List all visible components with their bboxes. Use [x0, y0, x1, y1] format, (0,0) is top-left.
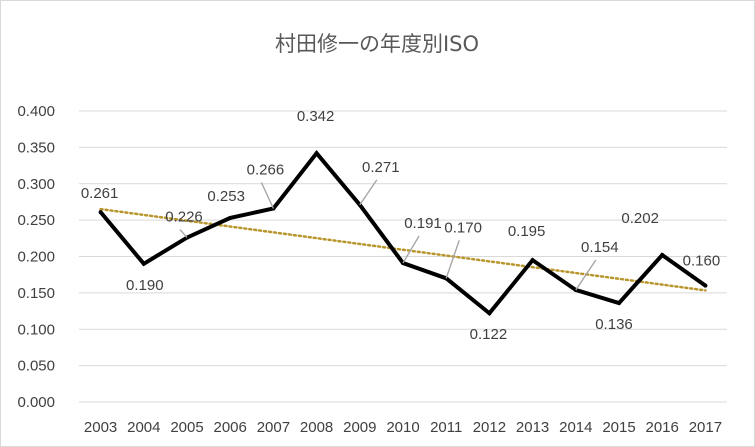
data-label: 0.190 [126, 277, 164, 294]
x-tick-label: 2011 [430, 419, 462, 436]
x-tick-label: 2016 [646, 419, 679, 436]
x-tick-label: 2004 [127, 419, 160, 436]
y-tick-label: 0.050 [17, 358, 55, 375]
data-label: 0.271 [362, 159, 400, 176]
data-label: 0.170 [444, 219, 482, 236]
chart-title: 村田修一の年度別ISO [275, 32, 479, 56]
y-tick-label: 0.200 [17, 249, 55, 266]
x-tick-label: 2017 [689, 419, 722, 436]
data-label-leader [179, 229, 188, 239]
data-point [617, 301, 621, 306]
data-label: 0.195 [508, 223, 546, 240]
data-label: 0.160 [683, 253, 721, 270]
y-tick-label: 0.150 [17, 285, 55, 302]
y-tick-label: 0.250 [17, 212, 55, 229]
data-label: 0.266 [247, 161, 285, 178]
data-label: 0.342 [297, 108, 335, 125]
y-tick-label: 0.100 [17, 321, 55, 338]
data-label-leader [260, 182, 275, 209]
x-tick-label: 2006 [214, 419, 247, 436]
x-tick-label: 2009 [343, 419, 376, 436]
data-label: 0.154 [581, 239, 619, 256]
y-tick-label: 0.400 [17, 103, 55, 120]
trendline-layer [99, 207, 707, 292]
x-tick-label: 2003 [84, 419, 117, 436]
data-label-leader [359, 179, 378, 206]
data-label: 0.191 [404, 215, 442, 232]
data-label-leader [402, 235, 420, 264]
data-label: 0.122 [470, 326, 508, 343]
data-point [487, 311, 492, 316]
x-tick-label: 2012 [473, 419, 506, 436]
y-tick-label: 0.000 [17, 394, 55, 411]
x-tick-label: 2015 [602, 419, 635, 436]
data-point [98, 210, 103, 215]
data-label: 0.226 [165, 209, 203, 226]
x-tick-label: 2007 [257, 419, 290, 436]
y-tick-label: 0.300 [17, 176, 55, 193]
data-point [141, 261, 146, 266]
x-tick-label: 2013 [516, 419, 549, 436]
x-axis-ticks: 2003 2004 2005 2006 2007 2008 2009 2010 2011 2012… [84, 419, 722, 436]
data-point [660, 253, 665, 258]
data-label-leader [575, 259, 597, 291]
y-tick-label: 0.350 [17, 139, 55, 156]
y-axis-ticks: 0.000 0.050 0.100 0.150 0.200 0.250 0.300 0.350… [17, 103, 55, 411]
data-point [228, 215, 233, 220]
data-label: 0.261 [81, 185, 119, 202]
x-tick-label: 2010 [386, 419, 419, 436]
data-point [703, 283, 708, 288]
data-label-leader [445, 240, 460, 279]
data-point [530, 258, 535, 263]
x-tick-label: 2014 [559, 419, 592, 436]
trendline [99, 207, 707, 292]
data-label: 0.202 [621, 210, 659, 227]
x-tick-label: 2008 [300, 419, 333, 436]
series-layer [98, 150, 708, 317]
data-label: 0.136 [595, 316, 633, 333]
data-label: 0.253 [207, 188, 245, 205]
series-line [99, 150, 707, 317]
gridlines [79, 110, 727, 403]
x-tick-label: 2005 [170, 419, 203, 436]
data-point [314, 151, 319, 156]
